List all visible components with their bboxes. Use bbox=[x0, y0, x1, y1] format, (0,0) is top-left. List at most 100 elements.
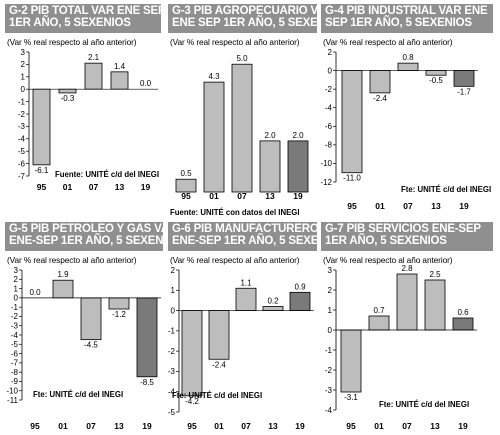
y-tick-label: -2 bbox=[11, 312, 19, 321]
bar-95 bbox=[32, 88, 51, 166]
value-label-95: -4.2 bbox=[185, 397, 199, 406]
bar-95 bbox=[175, 178, 197, 193]
bar-13 bbox=[110, 71, 129, 90]
y-tick-label: -2 bbox=[325, 366, 333, 375]
category-label-19: 19 bbox=[142, 421, 152, 431]
y-tick-label: -1 bbox=[168, 327, 176, 336]
y-tick-label: -8 bbox=[325, 141, 333, 150]
chart-title-line-1: G-5 PIB PETROLEO Y GAS VAR bbox=[9, 223, 163, 235]
value-label-01: 1.9 bbox=[57, 270, 69, 279]
bar-95 bbox=[340, 329, 362, 393]
y-tick-label: -10 bbox=[6, 387, 18, 396]
chart-title-line-2: SEP 1ER AÑO, 5 SEXENIOS bbox=[325, 17, 472, 29]
y-tick-label: -1 bbox=[11, 303, 19, 312]
y-tick-label: -7 bbox=[11, 359, 19, 368]
category-label-01: 01 bbox=[374, 421, 384, 431]
chart-title: G-7 PIB SERVICIOS ENE-SEP 1ER AÑO, 5 SEX… bbox=[321, 222, 493, 251]
chart-panel-g4: G-4 PIB INDUSTRIAL VAR ENE SEP 1ER AÑO, … bbox=[320, 4, 493, 216]
value-label-95: -6.1 bbox=[35, 166, 49, 175]
bar-chart-svg: 3 2 1 0 -1 -2 -3 -4 -3.1 95 0.7 01 2.8 07 2.5 13 0.6 19 Ft… bbox=[325, 264, 477, 431]
category-label-01: 01 bbox=[214, 421, 224, 431]
y-tick-label: -2 bbox=[325, 85, 333, 94]
y-tick-label: -6 bbox=[11, 349, 19, 358]
y-tick-label: 3 bbox=[14, 266, 19, 275]
source-note: Fte: UNITÉ c/d del INEGI bbox=[401, 185, 491, 194]
chart-panel-g6: G-6 PIB MANUFACTURERO ENE-SEP 1ER AÑO, 5… bbox=[168, 222, 317, 432]
y-tick-label: 2 bbox=[21, 60, 26, 69]
y-tick-label: -3 bbox=[18, 122, 26, 131]
value-label-07: 2.8 bbox=[401, 264, 413, 273]
y-tick-label: 2 bbox=[328, 48, 333, 57]
bar-13 bbox=[424, 279, 446, 331]
y-tick-label: -9 bbox=[11, 377, 19, 386]
value-label-95: -3.1 bbox=[344, 393, 358, 402]
chart-title-line-2: ENE-SEP 1ER AÑO, 5 SEXENIOS bbox=[9, 235, 163, 247]
chart-title: G-5 PIB PETROLEO Y GAS VAR ENE-SEP 1ER A… bbox=[5, 222, 163, 251]
bar-01 bbox=[368, 315, 390, 331]
chart-title: G-2 PIB TOTAL VAR ENE SEP 1ER AÑO, 5 SEX… bbox=[5, 4, 161, 33]
value-label-13: 1.4 bbox=[114, 62, 126, 71]
value-label-13: 2.0 bbox=[264, 131, 276, 140]
value-label-07: 1.1 bbox=[240, 278, 252, 287]
bar-01 bbox=[52, 279, 74, 299]
y-tick-label: -6 bbox=[18, 159, 26, 168]
value-label-01: 0.7 bbox=[373, 306, 385, 315]
y-tick-label: -5 bbox=[18, 147, 26, 156]
category-label-01: 01 bbox=[63, 182, 73, 192]
y-tick-label: 1 bbox=[328, 306, 333, 315]
y-tick-label: -5 bbox=[168, 408, 176, 417]
category-label-13: 13 bbox=[115, 182, 125, 192]
category-label-19: 19 bbox=[458, 421, 468, 431]
bar-19 bbox=[136, 297, 158, 378]
bar-chart-svg: 3 2 1 0 -1 -2 -3 -4 -5 -6 -7 -6.1 95 -0.3 01 2.1 07 1.4 13… bbox=[18, 48, 159, 192]
y-tick-label: 2 bbox=[328, 286, 333, 295]
chart-subtitle: (Var % real respecto al año anterior) bbox=[323, 255, 453, 265]
y-tick-label: -3 bbox=[325, 386, 333, 395]
value-label-95: 0.5 bbox=[180, 169, 192, 178]
category-label-07: 07 bbox=[241, 421, 251, 431]
value-label-13: 0.2 bbox=[267, 297, 279, 306]
y-tick-label: -4 bbox=[168, 388, 176, 397]
y-tick-label: -7 bbox=[18, 172, 26, 181]
chart-title-line-2: ENE SEP 1ER AÑO, 5 SEXENIOS bbox=[172, 17, 317, 29]
bar-19 bbox=[453, 70, 475, 87]
source-note: Fte: UNITÉ c/d del INEGI bbox=[33, 390, 123, 399]
chart-title-line-1: G-7 PIB SERVICIOS ENE-SEP bbox=[325, 223, 481, 235]
y-tick-label: -4 bbox=[325, 104, 333, 113]
value-label-07: 5.0 bbox=[236, 54, 248, 63]
chart-title-line-1: G-2 PIB TOTAL VAR ENE SEP bbox=[9, 5, 161, 17]
chart-subtitle: (Var % real respecto al año anterior) bbox=[170, 255, 300, 265]
y-tick-label: -2 bbox=[18, 110, 26, 119]
value-label-19: 0.9 bbox=[294, 282, 306, 291]
bar-01 bbox=[203, 81, 225, 193]
category-label-07: 07 bbox=[402, 421, 412, 431]
category-label-19: 19 bbox=[295, 421, 305, 431]
category-label-13: 13 bbox=[430, 421, 440, 431]
chart-title-line-1: G-4 PIB INDUSTRIAL VAR ENE bbox=[325, 5, 488, 17]
chart-title-line-1: G-3 PIB AGROPECUARIO VAR bbox=[172, 5, 317, 17]
y-tick-label: 1 bbox=[21, 73, 26, 82]
value-label-07: -4.5 bbox=[84, 341, 98, 350]
value-label-13: -1.2 bbox=[112, 310, 126, 319]
y-tick-label: -1 bbox=[18, 97, 26, 106]
chart-panel-g5: G-5 PIB PETROLEO Y GAS VAR ENE-SEP 1ER A… bbox=[5, 222, 163, 432]
chart-title-line-1: G-6 PIB MANUFACTURERO bbox=[172, 223, 317, 235]
source-note: Fte: UNITÉ c/d del INEGI bbox=[379, 400, 469, 409]
bar-13 bbox=[425, 70, 447, 76]
y-tick-label: 0 bbox=[171, 306, 176, 315]
y-tick-label: -12 bbox=[320, 178, 332, 187]
chart-panel-g3: G-3 PIB AGROPECUARIO VAR ENE SEP 1ER AÑO… bbox=[168, 4, 317, 220]
category-label-19: 19 bbox=[459, 201, 469, 211]
chart-title: G-3 PIB AGROPECUARIO VAR ENE SEP 1ER AÑO… bbox=[168, 4, 317, 33]
value-label-01: 4.3 bbox=[208, 72, 220, 81]
value-label-01: -2.4 bbox=[212, 360, 226, 369]
category-label-19: 19 bbox=[293, 191, 303, 201]
category-label-95: 95 bbox=[181, 191, 191, 201]
y-tick-label: -8 bbox=[11, 368, 19, 377]
bar-07 bbox=[84, 62, 103, 90]
value-label-95: 0.0 bbox=[29, 288, 41, 297]
chart-title-line-2: 1ER AÑO, 5 SEXENIOS bbox=[325, 235, 447, 247]
category-label-95: 95 bbox=[30, 421, 40, 431]
y-tick-label: 0 bbox=[328, 66, 333, 75]
y-tick-label: -10 bbox=[320, 159, 332, 168]
